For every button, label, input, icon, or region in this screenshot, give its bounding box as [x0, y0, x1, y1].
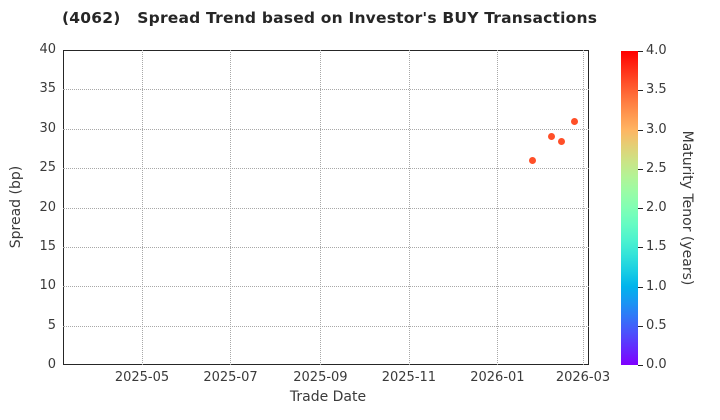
- x-tick-label: 2025-11: [381, 370, 437, 385]
- colorbar-tick-label: 3.0: [646, 121, 667, 137]
- scatter-point: [528, 156, 536, 164]
- x-tick-label: 2026-03: [555, 370, 611, 385]
- colorbar-tick-label: 0.0: [646, 357, 667, 372]
- gridline-y: [63, 207, 589, 209]
- y-tick-label: 30: [39, 120, 56, 136]
- chart-title: (4062) Spread Trend based on Investor's …: [62, 9, 598, 27]
- colorbar-tick-label: 0.5: [646, 317, 667, 333]
- x-tick-label: 2025-07: [203, 370, 258, 385]
- colorbar-tick: [638, 247, 643, 249]
- colorbar-tick: [638, 325, 643, 327]
- y-tick-label: 10: [39, 278, 56, 294]
- y-tick-label: 5: [47, 317, 56, 333]
- y-tick-label: 40: [39, 42, 56, 57]
- colorbar-tick-label: 2.0: [646, 200, 667, 215]
- scatter-point: [547, 133, 555, 141]
- colorbar-tick-label: 2.5: [646, 160, 667, 176]
- gridline-y: [63, 286, 589, 288]
- x-tick-label: 2025-09: [293, 370, 348, 385]
- gridline-y: [63, 246, 589, 248]
- colorbar-tick: [638, 208, 643, 209]
- colorbar-tick: [638, 129, 643, 131]
- gridline-y: [63, 89, 589, 91]
- x-tick-label: 2026-01: [470, 370, 525, 385]
- colorbar-tick-label: 3.5: [646, 82, 667, 98]
- y-tick-label: 25: [39, 160, 56, 176]
- y-tick-label: 15: [39, 238, 56, 254]
- colorbar-tick: [638, 90, 643, 92]
- y-axis-label: Spread (bp): [8, 165, 24, 249]
- colorbar-tick: [638, 51, 643, 52]
- colorbar-tick: [638, 168, 643, 170]
- gridline-y: [63, 168, 589, 170]
- colorbar-tick: [638, 365, 643, 366]
- y-tick-label: 20: [39, 199, 56, 215]
- y-tick-label: 35: [39, 81, 56, 97]
- scatter-point: [570, 118, 578, 126]
- colorbar-tick-label: 1.5: [646, 239, 667, 255]
- colorbar-tick-label: 4.0: [646, 43, 667, 58]
- colorbar-gradient: [621, 51, 638, 365]
- gridline-y: [63, 128, 589, 130]
- gridline-y: [63, 325, 589, 327]
- colorbar-label: Maturity Tenor (years): [679, 130, 695, 286]
- colorbar-tick-label: 1.0: [646, 278, 667, 294]
- colorbar-tick: [638, 286, 643, 288]
- x-axis-label: Trade Date: [289, 389, 367, 405]
- y-tick-label: 0: [47, 357, 56, 372]
- x-tick-label: 2025-05: [114, 370, 170, 385]
- scatter-point: [557, 137, 565, 145]
